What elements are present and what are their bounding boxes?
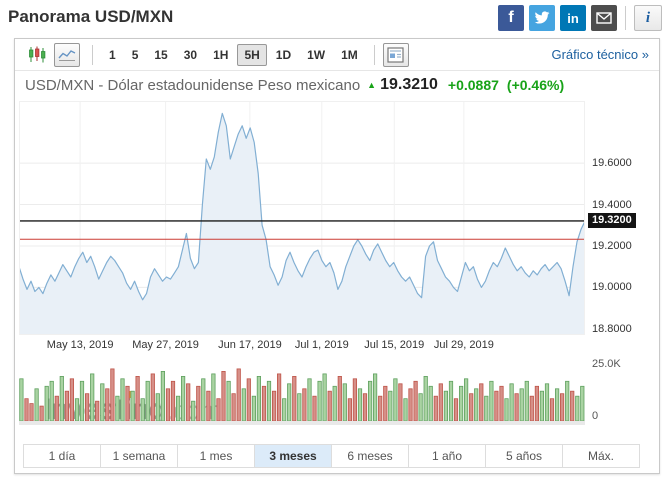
snapshot-icon <box>387 46 404 63</box>
instrument-price: 19.3210 <box>380 76 438 93</box>
volume-chart-svg[interactable] <box>19 359 585 421</box>
social-bar: f in i <box>498 5 662 31</box>
price-chart-svg[interactable] <box>19 101 585 335</box>
email-icon[interactable] <box>591 5 617 31</box>
x-axis-label: Jul 15, 2019 <box>364 339 425 351</box>
chart-widget: 1 5 15 30 1H 5H 1D 1W 1M Gráfico técnico… <box>14 38 660 474</box>
info-button[interactable]: i <box>634 5 662 31</box>
snapshot-button[interactable] <box>382 42 409 67</box>
instrument-change: +0.0887 <box>447 77 499 93</box>
period-selector: 1 día 1 semana 1 mes 3 meses 6 meses 1 a… <box>23 444 640 468</box>
instrument-header: USD/MXN - Dólar estadounidense Peso mexi… <box>15 71 659 99</box>
interval-5h[interactable]: 5H <box>237 43 267 66</box>
x-axis-label: Jul 29, 2019 <box>433 339 494 351</box>
instrument-name: USD/MXN - Dólar estadounidense Peso mexi… <box>25 76 361 94</box>
line-chart-button[interactable] <box>54 42 80 67</box>
divider <box>373 44 375 65</box>
x-axis-label: Jun 17, 2019 <box>218 339 282 351</box>
period-3-meses[interactable]: 3 meses <box>255 445 332 467</box>
interval-1[interactable]: 1 <box>102 44 123 66</box>
candlestick-chart-button[interactable] <box>24 43 50 67</box>
y-axis-label: 18.8000 <box>592 322 632 335</box>
twitter-icon[interactable] <box>529 5 555 31</box>
divider <box>625 6 626 30</box>
line-chart-icon <box>58 50 76 61</box>
interval-1h[interactable]: 1H <box>206 44 235 66</box>
period-1-mes[interactable]: 1 mes <box>178 445 255 467</box>
y-axis-label: 19.2000 <box>592 239 632 252</box>
y-axis-label: 19.4000 <box>592 198 632 211</box>
y-axis-label: 19.0000 <box>592 281 632 294</box>
chart-toolbar: 1 5 15 30 1H 5H 1D 1W 1M Gráfico técnico… <box>15 39 659 71</box>
period-max[interactable]: Máx. <box>563 445 639 467</box>
technical-chart-link[interactable]: Gráfico técnico » <box>551 47 649 62</box>
interval-5[interactable]: 5 <box>125 44 146 66</box>
interval-1d[interactable]: 1D <box>269 44 298 66</box>
period-1-dia[interactable]: 1 día <box>24 445 101 467</box>
page-title: Panorama USD/MXN <box>8 7 174 26</box>
volume-baseline-strip <box>19 421 585 425</box>
period-6-meses[interactable]: 6 meses <box>332 445 409 467</box>
instrument-change-pct: (+0.46%) <box>506 77 565 93</box>
divider <box>92 44 93 65</box>
volume-min-label: 0 <box>592 410 599 422</box>
x-axis-label: Jul 1, 2019 <box>294 339 349 351</box>
period-5-anos[interactable]: 5 años <box>486 445 563 467</box>
header: Panorama USD/MXN f in i <box>0 0 666 34</box>
volume-max-label: 25.0K <box>592 358 621 370</box>
x-axis-label: May 27, 2019 <box>132 339 199 351</box>
candlestick-icon <box>29 46 46 63</box>
chart-area: Investing.com 19.6000 19.4000 19.2000 19… <box>15 99 659 429</box>
interval-30[interactable]: 30 <box>177 44 204 66</box>
current-price-badge: 19.3200 <box>588 212 636 228</box>
period-1-semana[interactable]: 1 semana <box>101 445 178 467</box>
linkedin-icon[interactable]: in <box>560 5 586 31</box>
interval-1w[interactable]: 1W <box>300 44 332 66</box>
interval-15[interactable]: 15 <box>147 44 174 66</box>
facebook-icon[interactable]: f <box>498 5 524 31</box>
x-axis-label: May 13, 2019 <box>46 339 114 351</box>
y-axis-label: 19.6000 <box>592 157 632 170</box>
period-1-ano[interactable]: 1 año <box>409 445 486 467</box>
up-arrow-icon: ▲ <box>367 80 377 90</box>
interval-1m[interactable]: 1M <box>334 44 365 66</box>
